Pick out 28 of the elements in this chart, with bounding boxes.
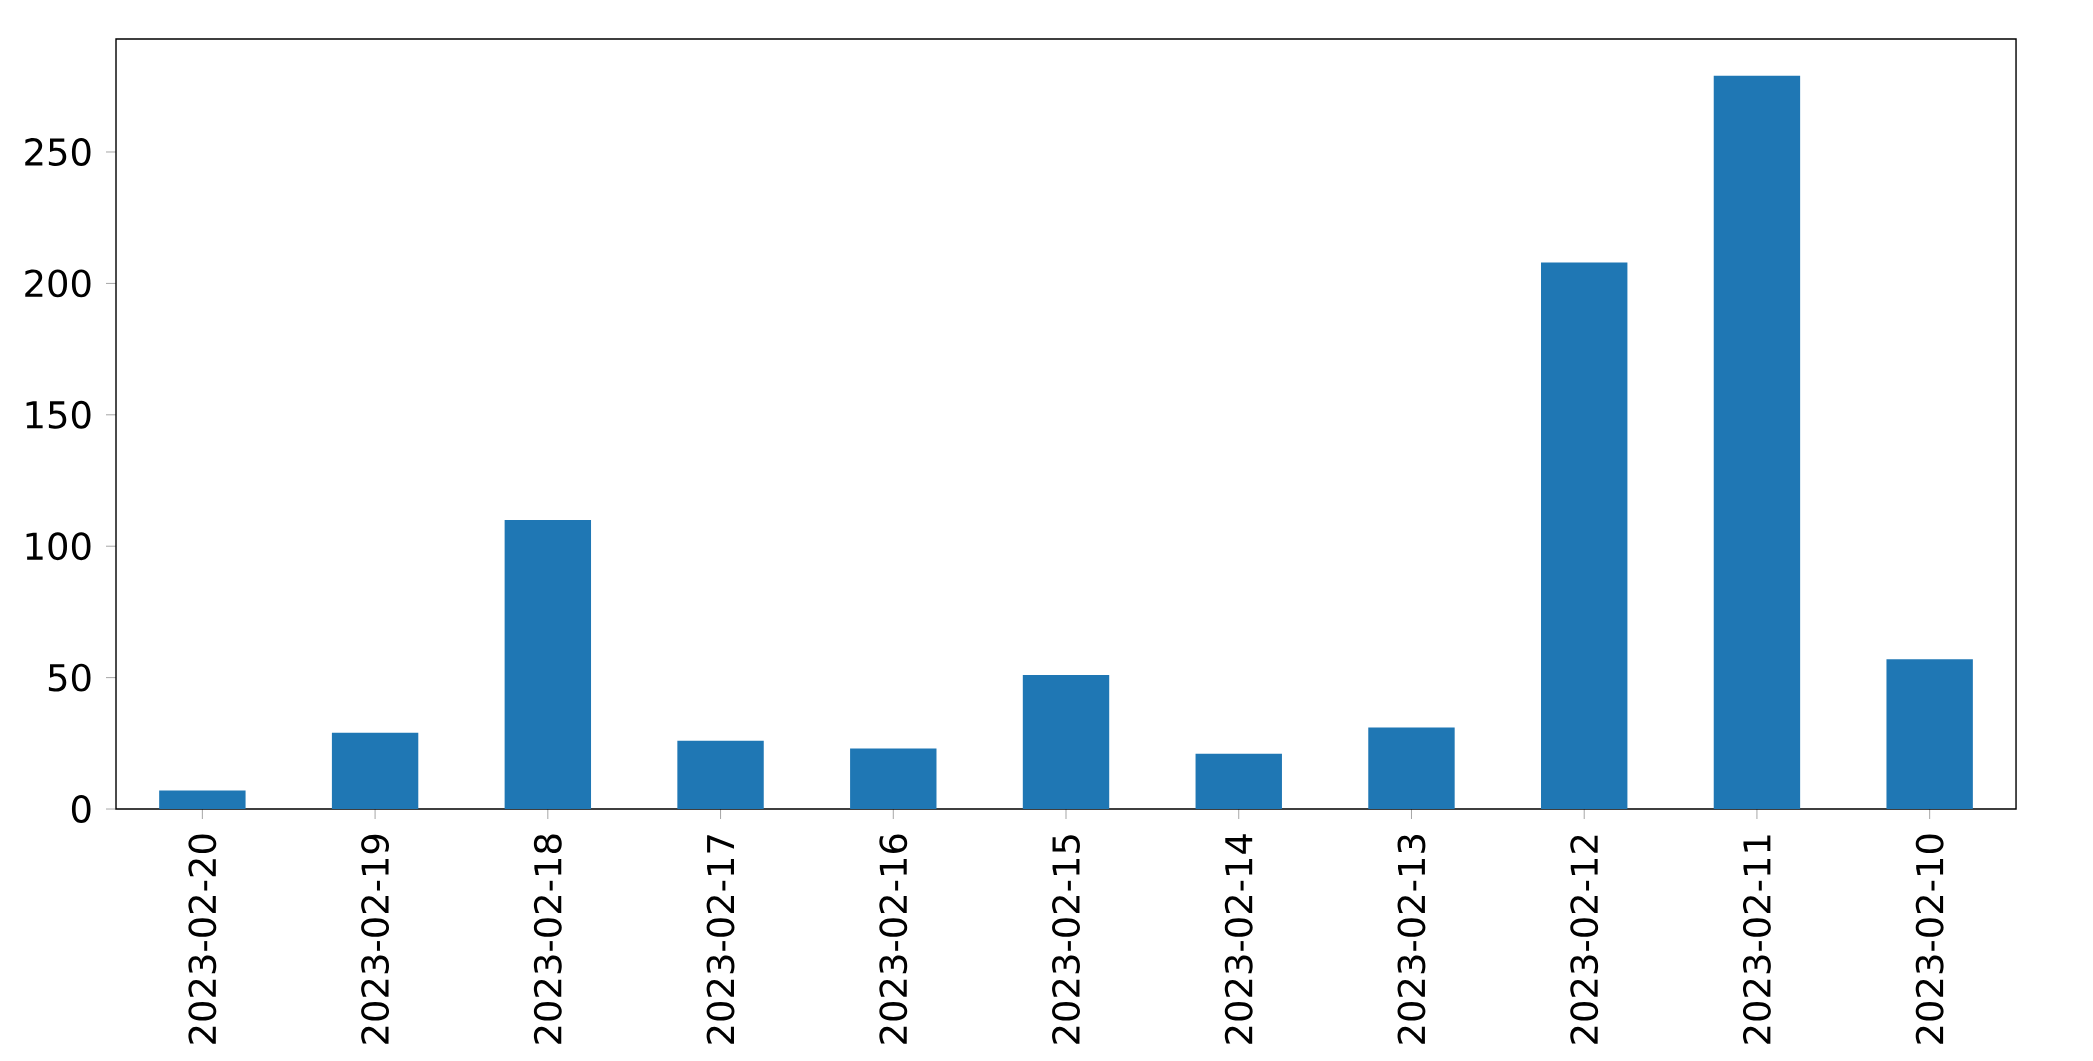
x-tick-label: 2023-02-17: [706, 835, 735, 1044]
bar: [504, 519, 592, 810]
x-tick-label: 2023-02-13: [1397, 835, 1426, 1044]
bar: [1195, 753, 1282, 810]
x-tick-label: 2023-02-14: [1224, 834, 1253, 1044]
x-tick-label: 2023-02-10: [1915, 834, 1944, 1044]
y-tick-label: 100: [26, 532, 91, 561]
bar: [1022, 674, 1110, 810]
bar: [677, 740, 764, 810]
x-tick-label: 2023-02-20: [188, 834, 217, 1044]
x-tick-label: 2023-02-16: [879, 834, 908, 1044]
x-tick-label: 2023-02-11: [1742, 835, 1771, 1044]
bar: [331, 732, 419, 810]
bar: [159, 790, 246, 810]
y-tick-label: 250: [25, 138, 91, 166]
bar: [850, 748, 937, 810]
x-tick-label: 2023-02-15: [1052, 835, 1080, 1044]
y-tick-label: 150: [26, 400, 91, 429]
bar: [1886, 659, 1973, 810]
y-tick-label: 0: [71, 795, 91, 823]
x-tick-label: 2023-02-19: [361, 834, 390, 1044]
x-tick-label: 2023-02-18: [533, 834, 562, 1044]
x-tick-label: 2023-02-12: [1570, 835, 1599, 1044]
bar: [1541, 262, 1628, 810]
bar: [1368, 727, 1455, 810]
y-tick-label: 50: [48, 663, 91, 692]
bar: [1713, 75, 1801, 810]
y-tick-label: 200: [25, 269, 91, 298]
